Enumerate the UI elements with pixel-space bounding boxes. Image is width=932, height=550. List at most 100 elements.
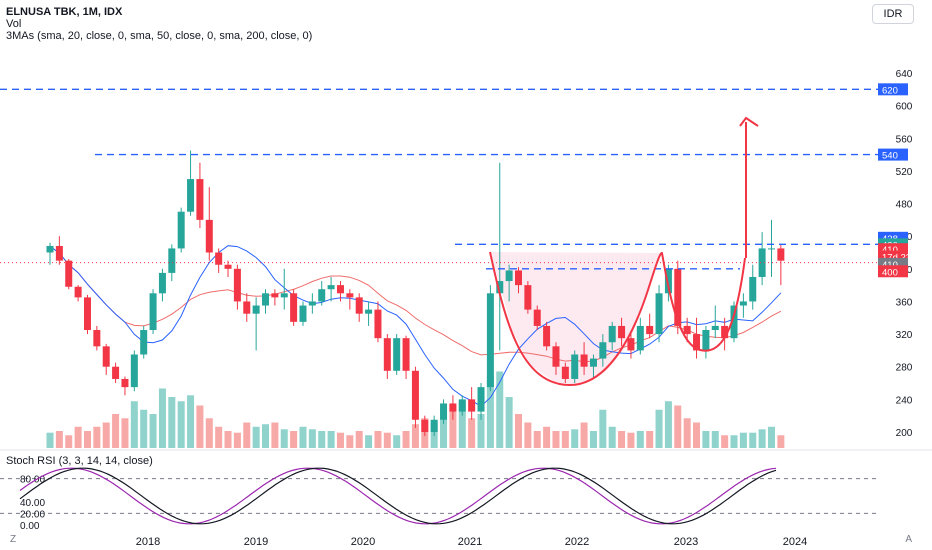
candle-body[interactable] xyxy=(121,378,129,388)
candle-body[interactable] xyxy=(196,179,204,220)
candle-body[interactable] xyxy=(83,297,91,331)
currency-button[interactable]: IDR xyxy=(872,4,914,24)
candle-body[interactable] xyxy=(308,301,316,306)
candle-body[interactable] xyxy=(618,325,626,339)
candle-body[interactable] xyxy=(318,289,326,302)
candle-body[interactable] xyxy=(589,358,597,367)
candle-body[interactable] xyxy=(74,286,82,298)
candle-body[interactable] xyxy=(224,264,232,269)
candle-body[interactable] xyxy=(46,245,54,253)
candle-body[interactable] xyxy=(486,293,494,388)
candle-body[interactable] xyxy=(524,285,532,310)
volume-bar xyxy=(252,426,260,448)
candle-body[interactable] xyxy=(749,276,757,302)
candle-body[interactable] xyxy=(355,297,363,314)
candle-body[interactable] xyxy=(608,325,616,343)
candle-body[interactable] xyxy=(477,387,485,412)
candle-body[interactable] xyxy=(187,179,195,212)
candle-body[interactable] xyxy=(430,419,438,432)
volume-bar xyxy=(721,435,729,448)
candle-body[interactable] xyxy=(383,338,391,371)
volume-bar xyxy=(280,429,288,448)
candle-body[interactable] xyxy=(421,419,429,432)
candle-body[interactable] xyxy=(543,325,551,347)
candle-body[interactable] xyxy=(758,248,766,277)
candle-body[interactable] xyxy=(140,330,148,355)
candle-body[interactable] xyxy=(711,325,719,331)
candle-body[interactable] xyxy=(552,346,560,367)
candle-body[interactable] xyxy=(599,342,607,359)
candle-body[interactable] xyxy=(205,219,213,253)
candle-body[interactable] xyxy=(130,354,138,388)
candle-body[interactable] xyxy=(646,325,654,335)
candle-body[interactable] xyxy=(393,338,401,371)
candle-body[interactable] xyxy=(271,293,279,298)
cup-handle-curve[interactable] xyxy=(489,251,746,387)
candle-body[interactable] xyxy=(177,211,185,249)
candle-body[interactable] xyxy=(365,309,373,314)
candle-body[interactable] xyxy=(55,245,63,261)
stoch-rsi-legend[interactable]: Stoch RSI (3, 3, 14, 14, close) xyxy=(6,455,153,467)
candle-body[interactable] xyxy=(580,354,588,367)
price-tick-label: 600 xyxy=(896,102,913,113)
candle-body[interactable] xyxy=(262,293,270,306)
candle-body[interactable] xyxy=(112,366,120,379)
candle-body[interactable] xyxy=(449,403,457,412)
candle-body[interactable] xyxy=(468,399,476,412)
candle-body[interactable] xyxy=(252,305,260,314)
candle-body[interactable] xyxy=(767,248,775,250)
volume-legend[interactable]: Vol xyxy=(6,18,22,30)
candle-body[interactable] xyxy=(636,325,644,351)
candle-body[interactable] xyxy=(102,346,110,367)
candle-body[interactable] xyxy=(290,293,298,322)
candle-body[interactable] xyxy=(149,293,157,331)
volume-bar xyxy=(749,432,757,448)
candle-body[interactable] xyxy=(243,301,251,314)
candle-body[interactable] xyxy=(93,330,101,347)
volume-bar xyxy=(93,426,101,448)
candle-body[interactable] xyxy=(571,354,579,379)
candle-body[interactable] xyxy=(411,370,419,420)
candle-body[interactable] xyxy=(280,293,288,298)
candle-body[interactable] xyxy=(346,293,354,298)
candle-body[interactable] xyxy=(505,270,513,282)
candle-body[interactable] xyxy=(739,301,747,306)
candle-body[interactable] xyxy=(693,334,701,351)
candle-body[interactable] xyxy=(515,270,522,286)
candle-body[interactable] xyxy=(336,285,344,294)
candle-body[interactable] xyxy=(158,272,166,294)
candle-body[interactable] xyxy=(533,309,541,326)
candle-body[interactable] xyxy=(458,399,466,412)
candle-body[interactable] xyxy=(215,252,223,265)
z-button[interactable]: Z xyxy=(10,534,17,545)
candle-body[interactable] xyxy=(402,338,410,371)
stoch-k-line xyxy=(19,467,777,525)
candle-body[interactable] xyxy=(683,325,691,335)
candle-body[interactable] xyxy=(299,305,307,322)
symbol-title[interactable]: ELNUSA TBK, 1M, IDX xyxy=(6,6,123,18)
auto-scale-button[interactable]: A xyxy=(905,534,912,545)
candle-body[interactable] xyxy=(65,260,73,287)
candle-body[interactable] xyxy=(168,248,176,273)
price-pane[interactable] xyxy=(0,88,878,448)
candle-body[interactable] xyxy=(374,309,382,339)
candle-body[interactable] xyxy=(440,403,448,420)
candle-body[interactable] xyxy=(233,268,241,302)
candle-body[interactable] xyxy=(627,338,635,351)
candle-body[interactable] xyxy=(496,281,504,294)
candle-body[interactable] xyxy=(674,268,682,326)
candle-body[interactable] xyxy=(664,268,672,294)
volume-bar xyxy=(346,435,354,448)
candle-body[interactable] xyxy=(561,366,569,379)
candle-body[interactable] xyxy=(655,293,663,335)
candle-body[interactable] xyxy=(721,325,729,339)
price-tick-label: 200 xyxy=(896,428,913,439)
volume-bar xyxy=(402,431,410,448)
candle-body[interactable] xyxy=(702,330,710,351)
moving-averages-legend[interactable]: 3MAs (sma, 20, close, 0, sma, 50, close,… xyxy=(6,30,313,42)
candle-body[interactable] xyxy=(327,285,335,290)
candle-body[interactable] xyxy=(777,248,785,261)
candle-body[interactable] xyxy=(730,305,738,339)
